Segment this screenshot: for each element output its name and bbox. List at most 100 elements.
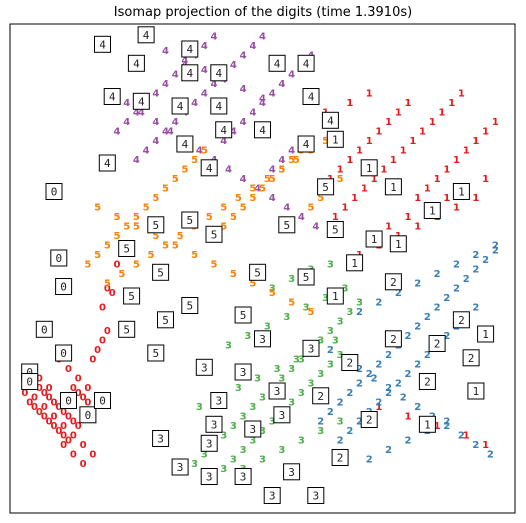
digit-point-4: 4 [240,174,247,185]
digit-point-1: 1 [438,108,445,119]
digit-thumbnail-1: 1 [390,236,406,252]
digit-point-2: 2 [414,402,421,413]
thumbnail-glyph: 3 [308,342,315,355]
thumbnail-glyph: 4 [186,43,193,56]
digit-point-4: 4 [240,117,247,128]
digit-thumbnail-2: 2 [463,350,479,366]
digit-point-2: 2 [327,345,334,356]
digit-point-4: 4 [162,79,169,90]
digit-thumbnail-4: 4 [182,41,198,57]
digit-point-0: 0 [60,421,67,432]
digit-thumbnail-0: 0 [22,374,38,390]
digit-thumbnail-5: 5 [298,269,314,285]
thumbnail-glyph: 3 [240,366,247,379]
digit-point-1: 1 [482,127,489,138]
digit-point-2: 2 [405,331,412,342]
digit-point-4: 4 [152,89,159,100]
digit-point-0: 0 [89,355,96,366]
thumbnail-glyph: 3 [201,361,208,374]
digit-point-1: 1 [414,193,421,204]
digit-point-3: 3 [337,317,344,328]
digit-point-4: 4 [123,98,130,109]
digit-point-3: 3 [317,369,324,380]
digit-thumbnail-5: 5 [279,217,295,233]
digit-point-5: 5 [249,184,256,195]
digit-thumbnail-4: 4 [201,160,217,176]
digit-point-2: 2 [492,241,499,252]
digit-point-2: 2 [385,383,392,394]
thumbnail-glyph: 3 [274,385,281,398]
digit-point-2: 2 [327,407,334,418]
digit-point-1: 1 [443,165,450,176]
digit-point-2: 2 [385,445,392,456]
digit-point-1: 1 [424,184,431,195]
thumbnail-glyph: 3 [249,423,256,436]
thumbnail-glyph: 5 [186,214,193,227]
digit-point-3: 3 [240,445,247,456]
digit-point-2: 2 [434,302,441,313]
thumbnail-glyph: 1 [351,257,358,270]
digit-thumbnail-1: 1 [478,326,494,342]
digit-point-4: 4 [123,117,130,128]
digit-point-3: 3 [230,454,237,465]
thumbnail-glyph: 5 [303,271,310,284]
thumbnail-glyph: 5 [157,266,164,279]
thumbnail-glyph: 4 [303,138,310,151]
digit-point-1: 1 [351,193,358,204]
digit-point-2: 2 [375,397,382,408]
digit-point-4: 4 [249,41,256,52]
digit-point-4: 4 [259,93,266,104]
thumbnail-glyph: 2 [317,390,324,403]
digit-point-5: 5 [259,184,266,195]
digit-point-4: 4 [201,89,208,100]
digit-thumbnail-2: 2 [453,312,469,328]
digit-thumbnail-4: 4 [303,89,319,105]
digit-point-2: 2 [453,283,460,294]
digit-point-1: 1 [346,155,353,166]
digit-thumbnail-5: 5 [182,212,198,228]
thumbnail-glyph: 3 [157,433,164,446]
thumbnail-glyph: 0 [99,395,106,408]
digit-point-2: 2 [371,374,378,385]
digit-point-5: 5 [94,203,101,214]
digit-point-4: 4 [269,89,276,100]
digit-point-4: 4 [249,108,256,119]
thumbnail-glyph: 3 [206,471,213,484]
digit-point-2: 2 [395,378,402,389]
digit-point-0: 0 [46,383,53,394]
digit-thumbnail-1: 1 [385,179,401,195]
digit-point-2: 2 [472,264,479,275]
digit-point-5: 5 [123,222,130,233]
digit-point-3: 3 [356,298,363,309]
digit-point-4: 4 [172,70,179,81]
digit-thumbnail-5: 5 [153,264,169,280]
digit-thumbnail-4: 4 [95,36,111,52]
digit-point-1: 1 [395,108,402,119]
digit-point-4: 4 [269,193,276,204]
digit-point-3: 3 [244,331,251,342]
digit-point-0: 0 [104,326,111,337]
digit-point-1: 1 [390,155,397,166]
digit-point-0: 0 [51,412,58,423]
digit-point-5: 5 [191,250,198,261]
digit-point-3: 3 [298,388,305,399]
digit-point-2: 2 [356,378,363,389]
digit-point-4: 4 [312,222,319,233]
digit-point-4: 4 [240,84,247,95]
thumbnail-glyph: 5 [211,228,218,241]
digit-point-4: 4 [201,65,208,76]
digit-thumbnail-0: 0 [61,393,77,409]
thumbnail-glyph: 1 [332,290,339,303]
digit-thumbnail-1: 1 [361,160,377,176]
digit-thumbnail-3: 3 [264,488,280,504]
digit-point-1: 1 [453,155,460,166]
thumbnail-glyph: 5 [240,309,247,322]
digit-point-2: 2 [346,388,353,399]
digit-point-5: 5 [308,307,315,318]
digit-point-5: 5 [133,222,140,233]
digit-point-1: 1 [472,193,479,204]
digit-point-5: 5 [230,269,237,280]
thumbnail-glyph: 3 [288,466,295,479]
thumbnail-glyph: 3 [215,395,222,408]
thumbnail-glyph: 5 [123,323,130,336]
